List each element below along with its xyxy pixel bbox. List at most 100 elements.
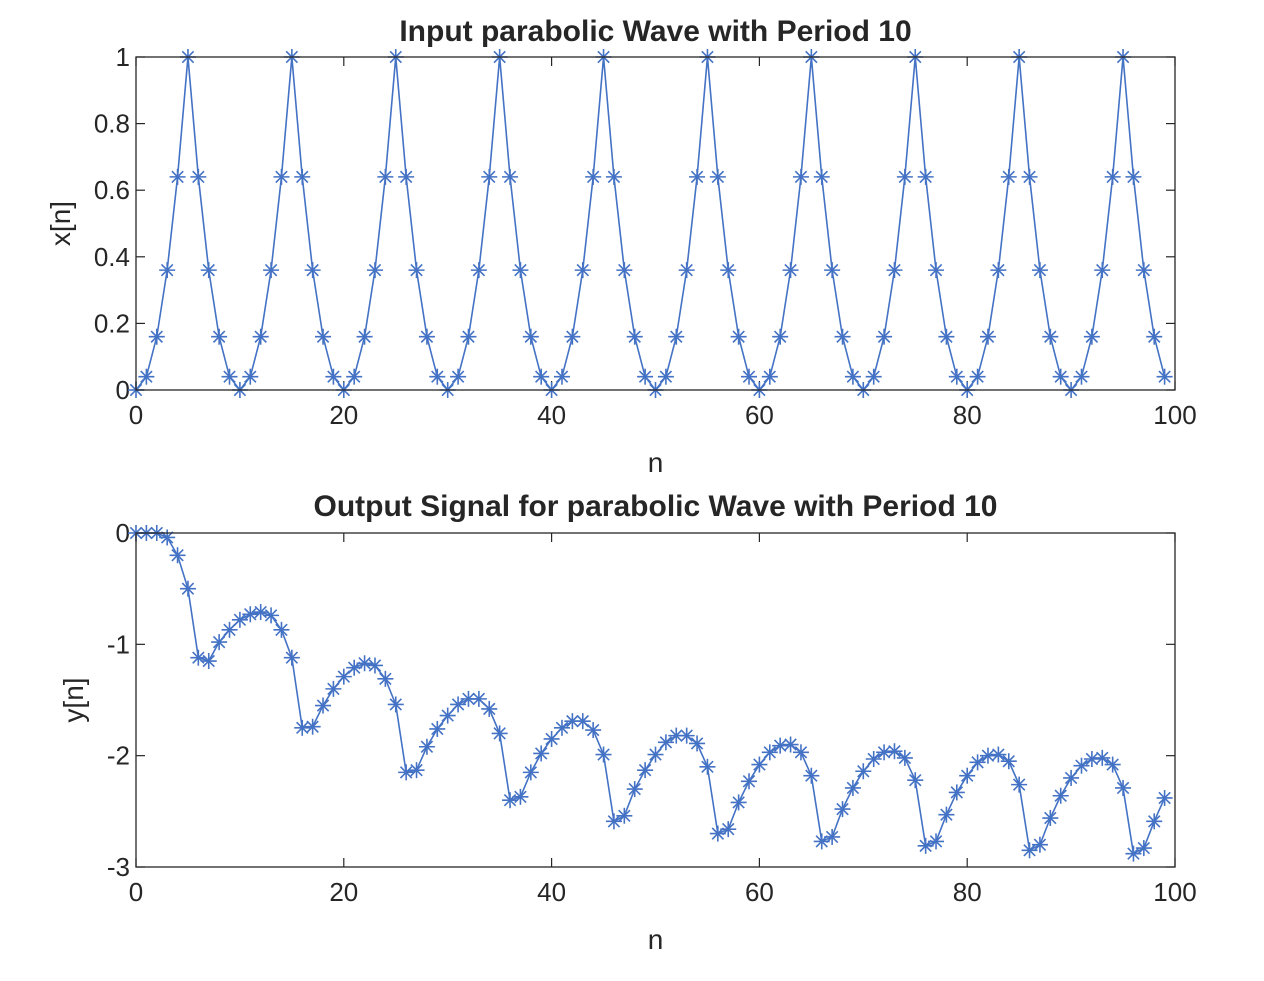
data-point: [689, 735, 706, 752]
data-point: [761, 368, 778, 385]
marker-stroke: [1002, 170, 1015, 184]
marker-stroke: [597, 748, 610, 761]
data-point: [938, 806, 955, 823]
data-point: [533, 368, 550, 385]
data-point: [678, 262, 695, 279]
data-point: [429, 368, 446, 385]
marker-stroke: [327, 370, 340, 383]
marker-stroke: [1158, 370, 1171, 383]
marker-stroke: [566, 330, 579, 343]
marker-stroke: [534, 370, 548, 383]
data-point: [200, 653, 217, 670]
marker-stroke: [514, 263, 527, 277]
data-point: [928, 262, 945, 279]
marker-stroke: [794, 746, 808, 759]
marker-stroke: [524, 330, 538, 343]
marker-stroke: [1012, 778, 1026, 791]
marker-stroke: [846, 370, 860, 383]
marker-stroke: [181, 582, 195, 595]
marker-stroke: [898, 170, 912, 184]
data-point: [398, 168, 415, 185]
marker-stroke: [368, 263, 382, 277]
data-point: [242, 368, 259, 385]
data-point: [1135, 840, 1152, 857]
marker-stroke: [607, 170, 621, 184]
y-axis-label: y[n]: [58, 677, 89, 722]
data-point: [616, 807, 633, 824]
marker-stroke: [649, 748, 662, 761]
data-point: [668, 328, 685, 345]
data-point: [1042, 328, 1059, 345]
data-point: [543, 730, 560, 747]
y-tick-label: 0.6: [94, 175, 130, 205]
data-point: [657, 734, 674, 751]
marker-stroke: [680, 729, 693, 742]
marker-stroke: [586, 170, 600, 184]
marker-stroke: [628, 330, 641, 343]
marker-stroke: [140, 370, 153, 383]
data-point: [533, 745, 550, 762]
data-point: [803, 767, 820, 784]
marker-stroke: [462, 692, 475, 706]
marker-stroke: [992, 263, 1005, 277]
marker-stroke: [451, 698, 465, 711]
data-point: [844, 779, 861, 796]
y-tick-label: -1: [107, 629, 130, 659]
marker-stroke: [254, 605, 267, 619]
marker-stroke: [773, 330, 787, 343]
marker-stroke: [493, 727, 506, 740]
data-point: [1083, 328, 1100, 345]
data-point: [1104, 168, 1121, 185]
data-point: [252, 328, 269, 345]
y-tick-label: 0: [116, 518, 130, 548]
data-point: [657, 368, 674, 385]
x-tick-label: 60: [745, 400, 774, 430]
data-point: [938, 328, 955, 345]
marker-stroke: [358, 330, 371, 343]
marker-stroke: [659, 736, 673, 749]
data-point: [1156, 368, 1173, 385]
data-point: [377, 670, 394, 687]
marker-stroke: [1054, 789, 1067, 802]
data-point: [1000, 753, 1017, 770]
marker-stroke: [929, 835, 943, 848]
marker-stroke: [192, 170, 205, 184]
marker-stroke: [472, 692, 486, 706]
data-point: [948, 784, 965, 801]
marker-stroke: [794, 170, 808, 184]
data-point: [824, 262, 841, 279]
data-point: [720, 821, 737, 838]
y-axis-label: x[n]: [45, 201, 76, 246]
marker-stroke: [555, 721, 569, 735]
data-point: [928, 833, 945, 850]
marker-stroke: [368, 659, 382, 672]
marker-stroke: [410, 763, 423, 777]
data-point: [979, 328, 996, 345]
marker-stroke: [431, 370, 444, 383]
marker-stroke: [898, 751, 912, 765]
marker-stroke: [223, 370, 236, 383]
data-point: [1146, 328, 1163, 345]
marker-stroke: [285, 651, 299, 664]
marker-stroke: [1096, 263, 1109, 277]
data-point: [211, 328, 228, 345]
marker-stroke: [846, 781, 860, 795]
marker-stroke: [254, 330, 267, 343]
marker-stroke: [545, 732, 558, 746]
data-point: [502, 168, 519, 185]
data-point: [595, 746, 612, 763]
marker-stroke: [379, 170, 392, 184]
data-point: [1146, 813, 1163, 830]
marker-stroke: [420, 330, 434, 343]
data-point: [782, 736, 799, 753]
data-point: [387, 696, 404, 713]
marker-stroke: [607, 815, 621, 828]
series-line: [135, 56, 1166, 392]
x-tick-label: 20: [329, 400, 358, 430]
data-point: [315, 328, 332, 345]
data-point: [200, 262, 217, 279]
marker-stroke: [888, 263, 901, 277]
marker-stroke: [296, 721, 309, 735]
marker-stroke: [815, 170, 828, 184]
